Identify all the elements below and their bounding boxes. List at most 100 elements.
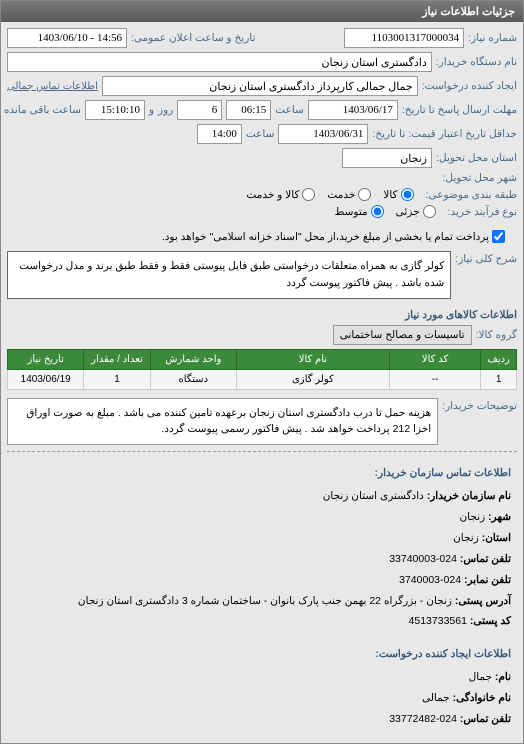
buyer-note-text: هزینه حمل تا درب دادگستری استان زنجان بر… [7, 398, 438, 446]
rooz-label: روز [158, 104, 173, 116]
desc-text: کولر گازی به همراه متعلقات درخواستی طبق … [7, 251, 451, 299]
radio-khadmat-input[interactable] [358, 188, 371, 201]
contact-label: تلفن نمابر: [461, 574, 511, 586]
check-payment-input[interactable] [492, 230, 505, 243]
contact-label: نام سازمان خریدار: [424, 490, 511, 502]
contact-line: نام خانوادگی: جمالی [13, 689, 511, 708]
th-2: نام کالا [237, 349, 390, 369]
request-creator-input[interactable] [102, 76, 418, 96]
price-date-input[interactable] [278, 124, 368, 144]
contact-line: تلفن تماس: 024-33772482 [13, 710, 511, 729]
contact-value: جمال [469, 671, 492, 683]
buyer-org-label: نام دستگاه خریدار: [436, 56, 517, 68]
response-deadline-label: مهلت ارسال پاسخ تا تاریخ: [402, 104, 517, 116]
row-buyer-note: توضیحات خریدار: هزینه حمل تا درب دادگستر… [7, 394, 517, 446]
request-creator-label: ایجاد کننده درخواست: [422, 80, 517, 92]
td-0-1: -- [389, 369, 481, 389]
td-0-2: کولر گازی [237, 369, 390, 389]
row-request-creator: ایجاد کننده درخواست: اطلاعات تماس جمالی [7, 76, 517, 96]
radio-mid[interactable]: متوسط [335, 205, 384, 218]
price-time-input[interactable] [197, 124, 242, 144]
city-label: شهر محل تحویل: [442, 172, 517, 184]
contact-label: شهر: [485, 511, 511, 523]
payment-note: پرداخت تمام یا بخشی از مبلغ خرید،از محل … [162, 231, 489, 243]
contact-org-section: اطلاعات تماس سازمان خریدار: نام سازمان خ… [7, 458, 517, 639]
remain-time-input[interactable] [85, 100, 145, 120]
group-value: تاسیسات و مصالح ساختمانی [333, 325, 472, 345]
th-0: ردیف [481, 349, 517, 369]
radio-kala-label: کالا [383, 189, 397, 201]
radio-kala-khadmat-label: کالا و خدمت [246, 189, 299, 201]
contact-label: تلفن تماس: [457, 553, 511, 565]
buyer-org-input[interactable] [7, 52, 432, 72]
radio-mid-label: متوسط [335, 206, 368, 218]
datetime-input[interactable] [7, 28, 127, 48]
contact-value: 024-33772482 [389, 713, 457, 725]
province-input[interactable] [342, 148, 432, 168]
row-buyer-org: نام دستگاه خریدار: [7, 52, 517, 72]
group-label: گروه کالا: [476, 329, 517, 341]
contact-line: استان: زنجان [13, 529, 511, 548]
contact-value: 4513733561 [409, 615, 467, 627]
th-4: تعداد / مقدار [84, 349, 150, 369]
row-need-number: شماره نیاز: تاریخ و ساعت اعلان عمومی: [7, 28, 517, 48]
contact-value: 024-33740003 [389, 553, 457, 565]
items-header: اطلاعات کالاهای مورد نیاز [7, 309, 517, 321]
th-5: تاریخ نیاز [8, 349, 84, 369]
desc-label: شرح کلی نیاز: [455, 247, 517, 265]
td-0-3: دستگاه [150, 369, 237, 389]
saat-label-1: ساعت [275, 104, 304, 116]
contact-value: 024-3740003 [399, 574, 461, 586]
row-province: استان محل تحویل: [7, 148, 517, 168]
radio-khadmat-label: خدمت [327, 189, 355, 201]
td-0-4: 1 [84, 369, 150, 389]
contact-label: تلفن تماس: [457, 713, 511, 725]
radio-low[interactable]: جزئی [396, 205, 436, 218]
buyer-note-label: توضیحات خریدار: [442, 394, 517, 412]
table-row: 1 -- کولر گازی دستگاه 1 1403/06/19 [8, 369, 517, 389]
row-response-deadline: مهلت ارسال پاسخ تا تاریخ: ساعت روز و ساع… [7, 100, 517, 120]
saat-label-2: ساعت [246, 128, 275, 140]
radio-kala-input[interactable] [401, 188, 414, 201]
radio-mid-input[interactable] [371, 205, 384, 218]
contact-value: زنجان [453, 532, 479, 544]
need-type-label: طبقه بندی موضوعی: [426, 189, 517, 201]
response-date-input[interactable] [308, 100, 398, 120]
need-number-input[interactable] [344, 28, 464, 48]
contact-link[interactable]: اطلاعات تماس جمالی [7, 81, 98, 92]
radio-kala-khadmat-input[interactable] [302, 188, 315, 201]
contact-value: زنجان - بزرگراه 22 بهمن جنب پارک بانوان … [78, 595, 452, 607]
days-remaining-input[interactable] [177, 100, 222, 120]
contact-line: نام سازمان خریدار: دادگستری استان زنجان [13, 487, 511, 506]
contact-line: آدرس پستی: زنجان - بزرگراه 22 بهمن جنب پ… [13, 592, 511, 611]
response-time-input[interactable] [226, 100, 271, 120]
row-group: گروه کالا: تاسیسات و مصالح ساختمانی [7, 325, 517, 345]
province-label: استان محل تحویل: [436, 152, 517, 164]
contact-line: نام: جمال [13, 668, 511, 687]
items-table: ردیف کد کالا نام کالا واحد شمارش تعداد /… [7, 349, 517, 390]
row-price-validity: حداقل تاریخ اعتبار قیمت: تا تاریخ: ساعت [7, 124, 517, 144]
contact-label: نام: [492, 671, 511, 683]
contact-line: شهر: زنجان [13, 508, 511, 527]
contact-label: استان: [479, 532, 511, 544]
td-0-0: 1 [481, 369, 517, 389]
va-label: و [149, 104, 154, 116]
row-buy-process: نوع فرآیند خرید: جزئی متوسط پرداخت تمام … [7, 205, 517, 243]
contact-label: آدرس پستی: [452, 595, 511, 607]
th-3: واحد شمارش [150, 349, 237, 369]
radio-kala-khadmat[interactable]: کالا و خدمت [246, 188, 315, 201]
th-1: کد کالا [389, 349, 481, 369]
radio-khadmat[interactable]: خدمت [327, 188, 371, 201]
radio-kala[interactable]: کالا [383, 188, 413, 201]
check-payment[interactable]: پرداخت تمام یا بخشی از مبلغ خرید،از محل … [162, 230, 505, 243]
radio-low-input[interactable] [423, 205, 436, 218]
contact-line: تلفن نمابر: 024-3740003 [13, 571, 511, 590]
divider [7, 451, 517, 452]
details-panel: جزئیات اطلاعات نیاز شماره نیاز: تاریخ و … [0, 0, 524, 744]
contact-creator-header: اطلاعات ایجاد کننده درخواست: [13, 645, 511, 664]
items-table-section: ردیف کد کالا نام کالا واحد شمارش تعداد /… [7, 349, 517, 390]
contact-org-header: اطلاعات تماس سازمان خریدار: [13, 464, 511, 483]
row-desc: شرح کلی نیاز: کولر گازی به همراه متعلقات… [7, 247, 517, 303]
panel-title: جزئیات اطلاعات نیاز [1, 1, 523, 22]
radio-low-label: جزئی [396, 206, 420, 218]
